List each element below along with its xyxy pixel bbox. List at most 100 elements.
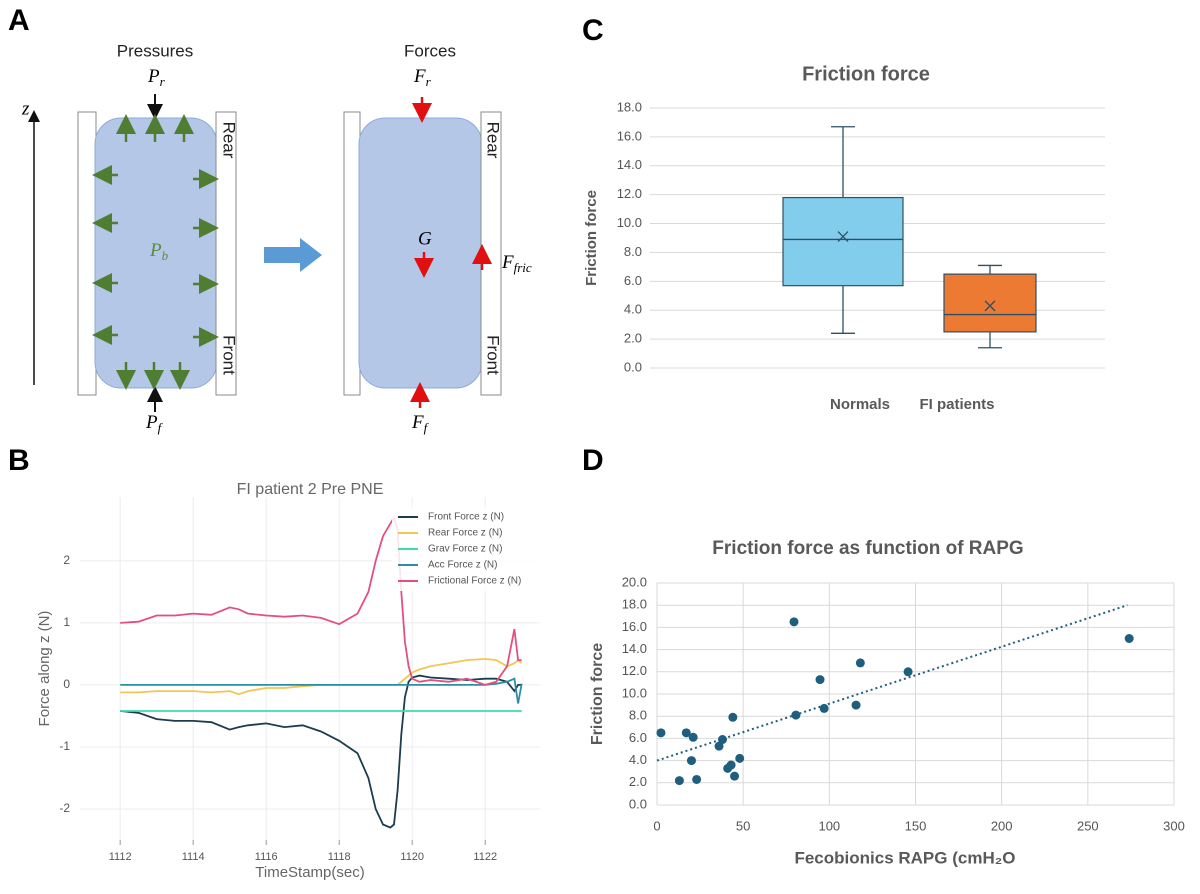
transition-arrow bbox=[264, 238, 322, 272]
y-tick-label: -1 bbox=[59, 739, 70, 753]
x-tick-label: 50 bbox=[736, 818, 750, 833]
panel-label: B bbox=[8, 444, 30, 477]
point bbox=[728, 712, 738, 722]
y-tick-label: 6.0 bbox=[624, 273, 642, 288]
y-tick-label: 8.0 bbox=[629, 708, 647, 723]
y-tick-label: 16.0 bbox=[617, 128, 642, 143]
y-tick-label: 0 bbox=[63, 677, 70, 691]
y-tick-label: 10.0 bbox=[617, 215, 642, 230]
wall bbox=[77, 111, 97, 396]
panel-label: C bbox=[582, 14, 604, 47]
y-tick-label: 4.0 bbox=[629, 752, 647, 767]
symbol-main: P bbox=[147, 66, 160, 87]
y-tick-label: 14.0 bbox=[617, 157, 642, 172]
y-tick-label: 1 bbox=[63, 615, 70, 629]
y-axis-label: Friction force bbox=[583, 190, 600, 286]
symbol: Pb bbox=[149, 240, 169, 263]
legend-label: Front Force z (N) bbox=[428, 512, 504, 523]
y-tick-label: 6.0 bbox=[629, 730, 647, 745]
x-axis-label: TimeStamp(sec) bbox=[255, 864, 364, 881]
symbol: Pf bbox=[145, 412, 164, 435]
x-tick-label: 1122 bbox=[473, 851, 497, 863]
y-axis-label: Force along z (N) bbox=[36, 611, 53, 727]
pressure-arrows bbox=[92, 114, 219, 390]
symbol-sub: fric bbox=[514, 260, 532, 275]
legend-label: Acc Force z (N) bbox=[428, 560, 497, 571]
wall bbox=[215, 111, 237, 396]
symbol-main: F bbox=[413, 66, 426, 87]
y-tick-label: 18.0 bbox=[622, 597, 647, 612]
point bbox=[692, 774, 702, 784]
wall-label: Rear bbox=[484, 122, 503, 159]
y-tick-label: 12.0 bbox=[622, 663, 647, 678]
x-tick-label: 0 bbox=[653, 818, 660, 833]
symbol: Fr bbox=[413, 66, 432, 89]
box bbox=[943, 273, 1037, 333]
point bbox=[674, 776, 684, 786]
point bbox=[681, 728, 691, 738]
y-tick-label: 4.0 bbox=[624, 302, 642, 317]
symbol-main: P bbox=[145, 412, 158, 433]
symbol: Pr bbox=[147, 66, 166, 89]
x-tick-label: 1118 bbox=[328, 851, 351, 863]
diagram-title: Pressures bbox=[117, 41, 194, 60]
symbol-sub: r bbox=[426, 74, 432, 89]
point bbox=[735, 753, 745, 763]
mean-marker bbox=[837, 231, 849, 243]
x-axis-label: Fecobionics RAPG (cmH₂O bbox=[794, 848, 1015, 867]
y-tick-label: -2 bbox=[59, 801, 70, 815]
symbol-sub: f bbox=[158, 420, 164, 435]
symbol: G bbox=[418, 228, 432, 249]
y-tick-label: 16.0 bbox=[622, 619, 647, 634]
mean-marker bbox=[984, 300, 996, 312]
diagram-title: Forces bbox=[404, 41, 456, 60]
point bbox=[815, 675, 825, 685]
symbol-sub: f bbox=[424, 420, 430, 435]
point bbox=[717, 735, 727, 745]
y-tick-label: 2 bbox=[63, 553, 70, 567]
symbol-main: F bbox=[411, 412, 424, 433]
point bbox=[791, 710, 801, 720]
x-tick-label: 250 bbox=[1077, 818, 1099, 833]
probe bbox=[358, 117, 483, 389]
line bbox=[120, 515, 522, 686]
point bbox=[730, 771, 740, 781]
y-tick-label: 18.0 bbox=[617, 99, 642, 114]
panel-label: D bbox=[582, 444, 604, 477]
x-tick-label: 150 bbox=[905, 818, 927, 833]
line bbox=[120, 677, 523, 704]
x-tick-label: 1112 bbox=[109, 851, 132, 863]
point bbox=[714, 741, 724, 751]
symbol-main: F bbox=[501, 252, 514, 273]
point bbox=[789, 617, 799, 627]
point bbox=[688, 732, 698, 742]
symbol: Ff bbox=[411, 412, 430, 435]
y-tick-label: 2.0 bbox=[629, 774, 647, 789]
legend-label: Frictional Force z (N) bbox=[428, 576, 521, 587]
x-tick-label: 200 bbox=[991, 818, 1013, 833]
x-tick-label: 1114 bbox=[182, 851, 205, 863]
point bbox=[686, 756, 696, 766]
panel-label: A bbox=[8, 4, 30, 37]
y-tick-label: 0.0 bbox=[624, 359, 642, 374]
y-tick-label: 8.0 bbox=[624, 244, 642, 259]
x-tick-label: Normals bbox=[830, 396, 890, 413]
point bbox=[726, 760, 736, 770]
diagram: Pressures Forces z Rear Front Pr Pf Pb R… bbox=[21, 41, 532, 435]
chart-title: FI patient 2 Pre PNE bbox=[237, 481, 384, 498]
line bbox=[120, 657, 523, 696]
trendline bbox=[656, 604, 1128, 762]
wall-label: Front bbox=[220, 335, 239, 375]
x-tick-label: 1120 bbox=[400, 851, 424, 863]
y-tick-label: 2.0 bbox=[624, 331, 642, 346]
point bbox=[903, 667, 913, 677]
y-tick-label: 0.0 bbox=[629, 796, 647, 811]
y-tick-label: 12.0 bbox=[617, 186, 642, 201]
x-tick-label: 300 bbox=[1163, 818, 1185, 833]
wall-label: Rear bbox=[220, 122, 239, 159]
point bbox=[819, 703, 829, 713]
symbol-sub: b bbox=[162, 248, 169, 263]
y-tick-label: 14.0 bbox=[622, 641, 647, 656]
